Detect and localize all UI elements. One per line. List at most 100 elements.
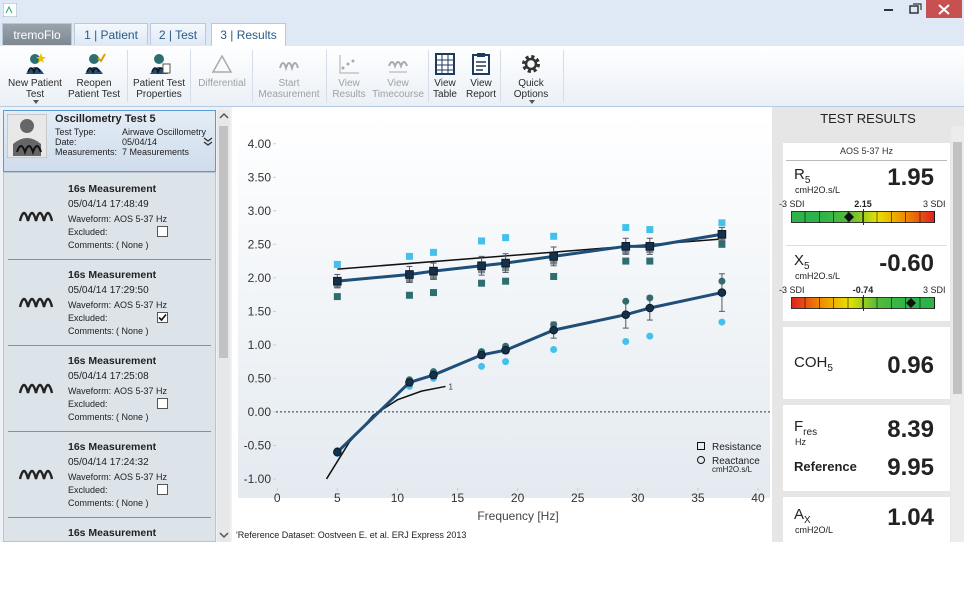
param-subscript: res	[803, 427, 818, 438]
mean-point	[429, 370, 438, 380]
field-value: AOS 5-37 Hz	[114, 300, 168, 310]
scroll-thumb[interactable]	[219, 126, 228, 358]
sample-point	[405, 252, 413, 260]
sample-point	[550, 232, 558, 240]
sample-point	[502, 358, 510, 366]
mean-point	[501, 345, 510, 355]
tab[interactable]: 1 | Patient	[74, 23, 148, 45]
button-label: Start	[278, 78, 300, 89]
mean-point	[333, 276, 342, 286]
mean-point	[717, 288, 727, 297]
field-value: AOS 5-37 Hz	[114, 386, 168, 396]
button-label: View	[338, 78, 360, 89]
window-controls[interactable]	[868, 0, 964, 20]
sdi-reference: 2.15	[854, 199, 872, 209]
x-tick-label: 25	[571, 491, 585, 505]
collapse-chevron[interactable]	[203, 137, 213, 147]
field-label: Test Type:	[55, 127, 96, 137]
field-label: Waveform:	[68, 386, 112, 396]
field-value: 7 Measurements	[122, 147, 190, 157]
y-tick-label: 1.50	[248, 304, 272, 318]
tab[interactable]: 2 | Test	[150, 23, 206, 45]
scroll-up[interactable]	[218, 111, 230, 121]
range-rule	[786, 160, 947, 161]
y-tick-label: 0.50	[248, 371, 272, 385]
scroll-down[interactable]	[218, 530, 230, 540]
item-separator	[8, 517, 211, 518]
measurement-datetime: 05/04/14 17:48:49	[68, 199, 149, 210]
measurement-title: 16s Measurement	[68, 355, 157, 367]
sdi-max: 3 SDI	[923, 285, 946, 295]
legend-label: Resistance	[712, 442, 762, 453]
toolbar-separator	[500, 50, 501, 102]
button-label: Options	[513, 89, 549, 100]
toolbar-separator	[563, 50, 564, 102]
x-tick-label: 35	[691, 491, 705, 505]
x-tick-label: 5	[334, 491, 341, 505]
button-label: View	[470, 78, 492, 89]
sample-point	[478, 279, 486, 287]
sample-point	[502, 277, 510, 285]
x-tick-label: 10	[391, 491, 405, 505]
mean-point	[621, 242, 631, 251]
toolbar-separator	[127, 50, 128, 102]
chart: -1.00 -0.50 0.00 0.50 1.00 1.50 2.00 2.50 3.00 3.…	[232, 107, 772, 542]
excluded-checkbox[interactable]	[157, 398, 168, 409]
x-tick-label: 0	[274, 491, 281, 505]
sample-point	[429, 248, 437, 256]
reference-label: 1	[449, 382, 454, 391]
tab-active[interactable]: 3 | Results	[211, 23, 286, 47]
field-value: AOS 5-37 Hz	[114, 214, 168, 224]
x-tick-label: 15	[451, 491, 465, 505]
button-label: Differential	[198, 78, 246, 89]
menu-arrow	[529, 100, 535, 104]
legend-label: Reactance	[712, 456, 760, 467]
param-symbol: AX	[794, 506, 811, 526]
param-symbol: Fres	[794, 418, 817, 438]
sdi-marker	[843, 212, 854, 222]
param-subscript: X	[804, 515, 811, 526]
param-value: 8.39	[887, 416, 934, 443]
field-label: Excluded:	[68, 313, 108, 323]
toolbar-separator	[252, 50, 253, 102]
sample-point	[718, 219, 726, 227]
excluded-checkbox[interactable]	[157, 484, 168, 495]
param-symbol: X5	[794, 252, 810, 272]
param-symbol-text: R	[794, 166, 805, 183]
field-label: Comments:	[68, 412, 115, 422]
excluded-checkbox[interactable]	[157, 226, 168, 237]
app-menu-tab[interactable]: tremoFlo	[2, 23, 72, 45]
button-icon	[388, 61, 408, 73]
title-bar	[0, 0, 964, 22]
item-separator	[8, 259, 211, 260]
mean-point	[405, 270, 414, 279]
param-value: 1.04	[887, 504, 934, 531]
field-label: Waveform:	[68, 300, 112, 310]
button-label: Timecourse	[372, 89, 424, 100]
param-unit: Hz	[795, 437, 806, 447]
field-label: Waveform:	[68, 472, 112, 482]
param-subscript: 5	[827, 363, 833, 374]
field-label: Comments:	[68, 326, 115, 336]
button-icon	[522, 55, 540, 73]
param-value: -0.60	[879, 250, 934, 277]
measurement-title: 16s Measurement	[68, 441, 157, 453]
param-symbol-text: COH	[794, 354, 828, 371]
x-axis-label: Frequency [Hz]	[477, 509, 558, 523]
scroll-thumb[interactable]	[953, 142, 962, 394]
button-icon	[339, 55, 359, 74]
measurement-title: 16s Measurement	[68, 527, 157, 539]
sample-point	[718, 318, 726, 326]
x-tick-label: 30	[631, 491, 645, 505]
field-label: Measurements:	[55, 147, 118, 157]
footnote: 'Reference Dataset: Oostveen E. et al. E…	[236, 530, 466, 540]
sdi-min: -3 SDI	[779, 199, 805, 209]
field-label: Comments:	[68, 240, 115, 250]
waveform-icon	[18, 383, 54, 394]
button-label: Test	[25, 89, 45, 100]
app-icon	[3, 3, 17, 17]
field-value: ( None )	[116, 498, 149, 508]
param-symbol-text: F	[794, 418, 804, 435]
excluded-checkbox[interactable]	[157, 312, 168, 323]
test-title: Oscillometry Test 5	[55, 113, 156, 125]
